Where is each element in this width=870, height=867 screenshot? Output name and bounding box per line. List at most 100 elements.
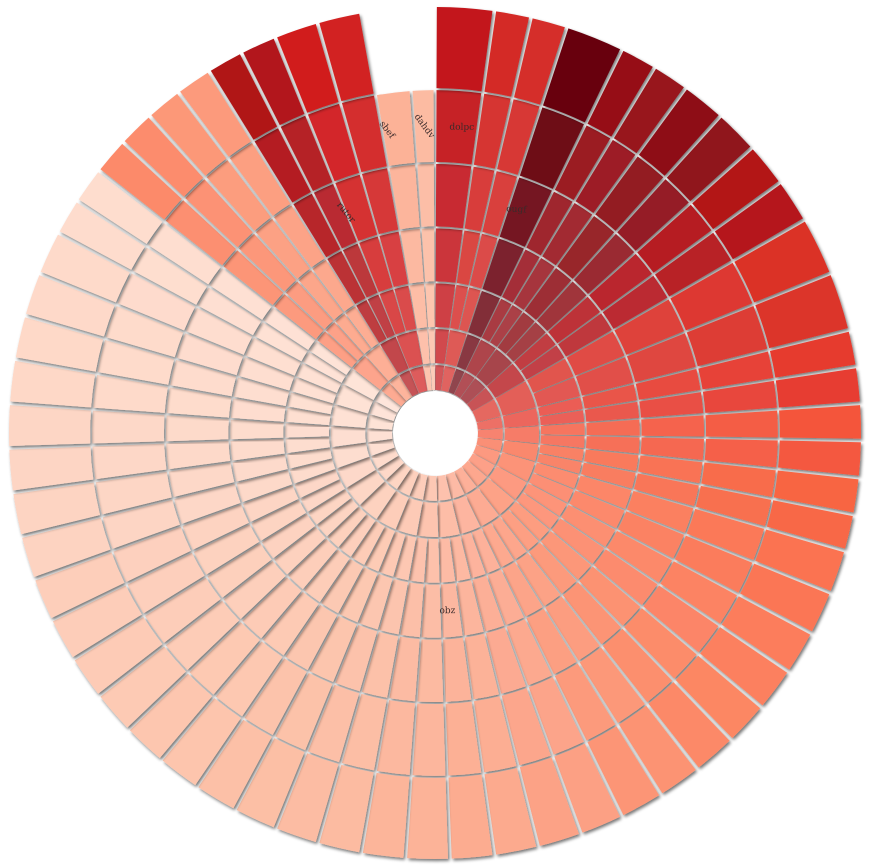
sunburst-segment[interactable] [9, 446, 94, 491]
sunburst-segment[interactable] [379, 231, 409, 288]
sunburst-segment[interactable] [452, 495, 481, 534]
sunburst-segment[interactable] [245, 337, 301, 376]
sunburst-segment[interactable] [440, 583, 463, 638]
sunburst-segment[interactable] [527, 358, 574, 393]
sunburst-segment[interactable] [417, 501, 439, 538]
sunburst-segment[interactable] [294, 469, 340, 499]
sunburst-segment[interactable] [341, 693, 387, 771]
sunburst-segment[interactable] [210, 268, 272, 320]
sunburst-segment[interactable] [335, 624, 378, 692]
sunburst-segment[interactable] [575, 475, 632, 509]
sunburst-segment[interactable] [321, 559, 364, 614]
sunburst-segment[interactable] [626, 490, 694, 533]
sunburst-segment[interactable] [537, 453, 582, 474]
sunburst-segment[interactable] [490, 305, 523, 347]
sunburst-segment[interactable] [436, 7, 493, 92]
sunburst-segment[interactable] [545, 596, 600, 661]
sunburst-segment[interactable] [263, 307, 316, 350]
sunburst-segment[interactable] [361, 631, 399, 698]
sunburst-segment[interactable] [692, 149, 779, 230]
sunburst-segment[interactable] [189, 622, 260, 695]
sunburst-segment[interactable] [223, 560, 286, 620]
sunburst-segment[interactable] [473, 93, 511, 169]
sunburst-segment[interactable] [40, 234, 130, 303]
sunburst-segment[interactable] [580, 462, 636, 489]
sunburst-segment[interactable] [700, 627, 788, 706]
sunburst-segment[interactable] [468, 453, 495, 477]
sunburst-segment[interactable] [460, 378, 486, 405]
sunburst-segment[interactable] [343, 369, 380, 400]
sunburst-segment[interactable] [558, 313, 612, 357]
sunburst-segment[interactable] [566, 331, 625, 376]
sunburst-segment[interactable] [367, 294, 395, 339]
sunburst-segment[interactable] [686, 305, 768, 367]
sunburst-segment[interactable] [582, 384, 637, 409]
sunburst-segment[interactable] [670, 262, 753, 331]
sunburst-segment[interactable] [129, 673, 213, 759]
sunburst-segment[interactable] [485, 627, 526, 694]
sunburst-segment[interactable] [389, 636, 420, 702]
sunburst-segment[interactable] [319, 764, 374, 853]
sunburst-segment[interactable] [734, 221, 830, 303]
sunburst-segment[interactable] [617, 511, 685, 559]
sunburst-segment[interactable] [113, 526, 191, 582]
sunburst-segment[interactable] [421, 584, 442, 638]
sunburst-segment[interactable] [105, 305, 184, 358]
sunburst-segment[interactable] [465, 339, 496, 377]
sunburst-segment[interactable] [215, 641, 283, 717]
sunburst-segment[interactable] [417, 163, 435, 227]
sunburst-segment[interactable] [606, 530, 672, 583]
sunburst-segment[interactable] [230, 438, 285, 461]
sunburst-segment[interactable] [538, 397, 583, 416]
sunburst-segment[interactable] [165, 600, 240, 671]
sunburst-segment[interactable] [666, 117, 751, 202]
sunburst-segment[interactable] [362, 772, 410, 858]
sunburst-segment[interactable] [300, 479, 345, 512]
sunburst-segment[interactable] [633, 473, 699, 507]
sunburst-segment[interactable] [469, 233, 498, 289]
sunburst-segment[interactable] [589, 253, 652, 311]
sunburst-segment[interactable] [554, 743, 621, 833]
sunburst-segment[interactable] [778, 440, 861, 476]
sunburst-segment[interactable] [502, 408, 539, 428]
sunburst-segment[interactable] [182, 504, 249, 550]
sunburst-segment[interactable] [367, 439, 395, 456]
sunburst-segment[interactable] [409, 472, 428, 500]
sunburst-segment[interactable] [542, 28, 621, 123]
sunburst-segment[interactable] [450, 536, 471, 582]
sunburst-segment[interactable] [236, 470, 293, 503]
sunburst-segment[interactable] [515, 552, 561, 607]
sunburst-segment[interactable] [185, 179, 253, 248]
sunburst-segment[interactable] [417, 329, 430, 365]
sunburst-segment[interactable] [585, 436, 640, 454]
sunburst-segment[interactable] [430, 365, 435, 391]
sunburst-segment[interactable] [307, 684, 360, 763]
sunburst-segment[interactable] [548, 296, 601, 344]
sunburst-segment[interactable] [165, 200, 236, 266]
sunburst-segment[interactable] [386, 463, 411, 490]
sunburst-segment[interactable] [425, 538, 440, 583]
sunburst-segment[interactable] [35, 552, 125, 619]
sunburst-segment[interactable] [342, 243, 378, 298]
sunburst-segment[interactable] [285, 281, 334, 330]
sunburst-segment[interactable] [695, 485, 772, 527]
sunburst-segment[interactable] [640, 437, 704, 460]
sunburst-segment[interactable] [421, 228, 435, 282]
sunburst-segment[interactable] [296, 363, 342, 393]
sunburst-segment[interactable] [9, 405, 91, 447]
sunburst-segment[interactable] [304, 549, 350, 603]
sunburst-segment[interactable] [456, 230, 481, 286]
sunburst-segment[interactable] [500, 509, 539, 551]
sunburst-segment[interactable] [439, 538, 456, 583]
sunburst-segment[interactable] [317, 331, 358, 368]
sunburst-segment[interactable] [686, 508, 765, 561]
sunburst-segment[interactable] [412, 90, 434, 163]
sunburst-segment[interactable] [22, 517, 111, 577]
sunburst-segment[interactable] [286, 448, 332, 469]
sunburst-segment[interactable] [127, 552, 205, 614]
sunburst-segment[interactable] [230, 398, 286, 422]
sunburst-segment[interactable] [445, 471, 465, 499]
sunburst-segment[interactable] [239, 233, 297, 292]
sunburst-segment[interactable] [232, 454, 288, 482]
sunburst-segment[interactable] [230, 419, 284, 440]
